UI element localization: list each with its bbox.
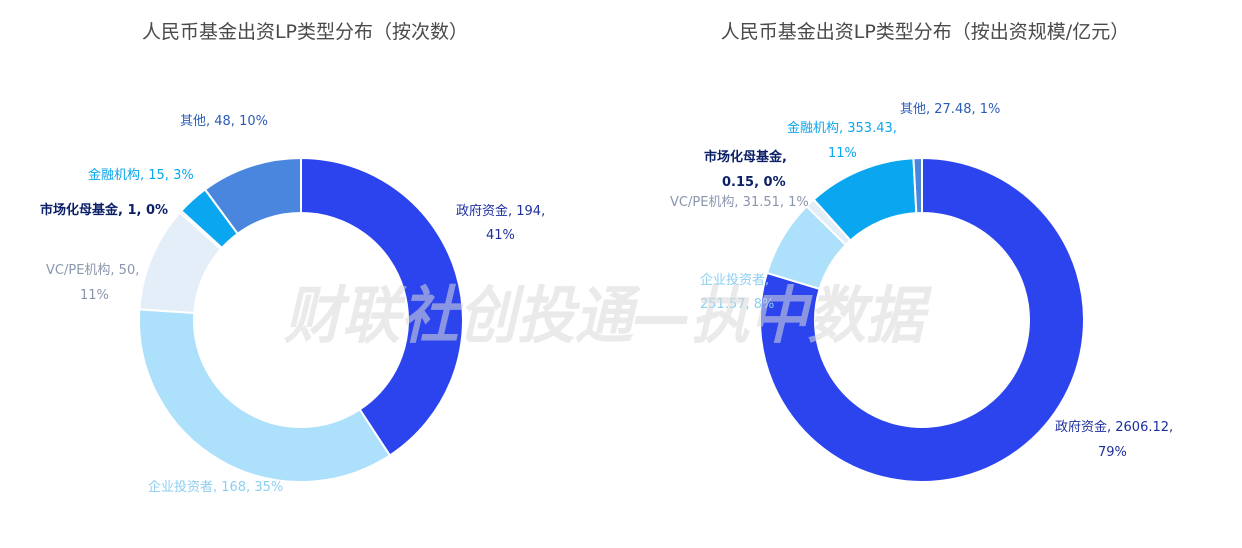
label-1-fof: 市场化母基金, [704,149,787,165]
label-0-gov-pct: 41% [486,228,515,243]
label-0-vcpe: VC/PE机构, 50, [46,263,139,278]
slice-1-5[interactable] [912,156,923,215]
label-0-gov: 政府资金, 194, [456,203,545,219]
label-1-gov-pct: 79% [1098,445,1127,460]
donut-chart-scale [759,156,1085,483]
label-0-corp: 企业投资者, 168, 35% [148,479,283,495]
slice-0-1[interactable] [138,308,392,483]
label-1-corp: 企业投资者, [700,272,769,288]
label-1-other: 其他, 27.48, 1% [900,102,1000,117]
chart-title-count: 人民币基金出资LP类型分布（按次数） [142,21,468,43]
label-0-vcpe-pct: 11% [80,288,109,303]
label-1-fin: 金融机构, 353.43, [787,120,897,136]
label-1-fof-val: 0.15, 0% [722,175,786,190]
slice-1-0[interactable] [759,156,1085,483]
label-1-gov: 政府资金, 2606.12, [1055,419,1173,435]
label-0-fin: 金融机构, 15, 3% [88,167,194,183]
slice-0-0[interactable] [300,156,464,457]
label-0-fof: 市场化母基金, 1, 0% [40,202,168,218]
label-0-other: 其他, 48, 10% [180,114,268,129]
label-1-fin-pct: 11% [828,146,857,161]
watermark: 财联社创投通—执中数据 [284,279,932,352]
slice-0-5[interactable] [203,156,302,236]
label-1-vcpe: VC/PE机构, 31.51, 1% [670,195,809,210]
donut-chart-count [138,156,464,483]
chart-title-scale: 人民币基金出资LP类型分布（按出资规模/亿元） [721,21,1129,43]
label-1-corp-val: 251.57, 8% [700,297,774,312]
